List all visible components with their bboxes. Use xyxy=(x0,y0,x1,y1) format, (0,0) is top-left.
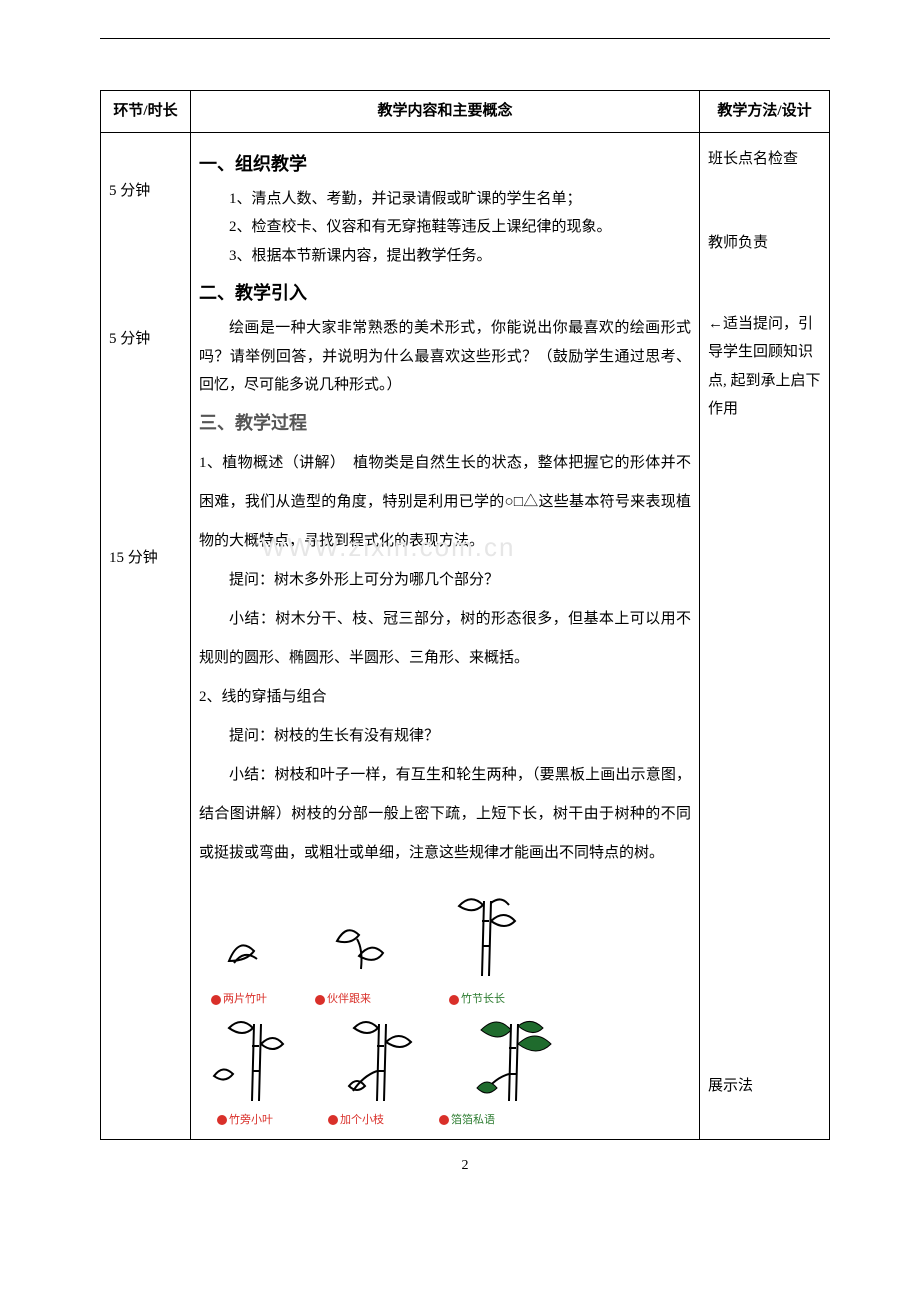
time-cell: 5 分钟 5 分钟 15 分钟 xyxy=(101,132,191,1139)
sketch-5 xyxy=(339,1016,419,1106)
method-cell: 班长点名检查 教师负责 ←适当提问，引导学生回顾知识点, 起到承上启下作用 展示… xyxy=(700,132,830,1139)
sketch-2 xyxy=(329,921,389,981)
caption-3: 竹节长长 xyxy=(449,989,505,1010)
top-rule xyxy=(100,38,830,39)
s2-para: 绘画是一种大家非常熟悉的美术形式，你能说出你最喜欢的绘画形式吗？请举例回答，并说… xyxy=(199,314,691,400)
bamboo-icon xyxy=(449,891,519,981)
leaf-icon xyxy=(219,931,269,981)
s1-line3: 3、根据本节新课内容，提出教学任务。 xyxy=(199,242,691,271)
s3-q1: 提问：树木多外形上可分为哪几个部分？ xyxy=(199,561,691,600)
bamboo-small-leaf-icon xyxy=(209,1016,289,1106)
method-2: 教师负责 xyxy=(708,229,821,258)
leaf-pair-icon xyxy=(329,921,389,981)
caption-row-1: 两片竹叶 伙伴跟来 竹节长长 xyxy=(199,987,691,1010)
sketch-4 xyxy=(209,1016,289,1106)
s3-q2: 提问：树枝的生长有没有规律？ xyxy=(199,717,691,756)
table-body-row: 5 分钟 5 分钟 15 分钟 一、组织教学 1、清点人数、考勤，并记录请假或旷… xyxy=(101,132,830,1139)
bamboo-branch-icon xyxy=(339,1016,419,1106)
table-header-row: 环节/时长 教学内容和主要概念 教学方法/设计 xyxy=(101,91,830,133)
content-cell: 一、组织教学 1、清点人数、考勤，并记录请假或旷课的学生名单； 2、检查校卡、仪… xyxy=(191,132,700,1139)
header-time: 环节/时长 xyxy=(101,91,191,133)
sketch-3 xyxy=(449,891,519,981)
section-1-title: 一、组织教学 xyxy=(199,147,691,181)
header-content: 教学内容和主要概念 xyxy=(191,91,700,133)
header-method: 教学方法/设计 xyxy=(700,91,830,133)
s3-a2: 小结：树枝和叶子一样，有互生和轮生两种，（要黑板上画出示意图，结合图讲解）树枝的… xyxy=(199,756,691,873)
s3-p1: 1、植物概述（讲解） 植物类是自然生长的状态，整体把握它的形体并不困难，我们从造… xyxy=(199,444,691,561)
dot-icon xyxy=(449,995,459,1005)
dot-icon xyxy=(328,1115,338,1125)
caption-4: 竹旁小叶 xyxy=(217,1110,273,1131)
page-number: 2 xyxy=(100,1158,830,1174)
sketch-1 xyxy=(219,931,269,981)
dot-icon xyxy=(439,1115,449,1125)
s3-p2: 2、线的穿插与组合 xyxy=(199,678,691,717)
sketch-6 xyxy=(469,1016,559,1106)
time-3: 15 分钟 xyxy=(109,544,182,573)
sketch-row-2 xyxy=(199,1016,691,1106)
method-4: 展示法 xyxy=(708,1072,821,1101)
section-2-title: 二、教学引入 xyxy=(199,276,691,310)
page: 环节/时长 教学内容和主要概念 教学方法/设计 5 分钟 5 分钟 15 分钟 … xyxy=(0,0,920,1214)
caption-6: 箔箔私语 xyxy=(439,1110,495,1131)
s1-line2: 2、检查校卡、仪容和有无穿拖鞋等违反上课纪律的现象。 xyxy=(199,213,691,242)
dot-icon xyxy=(217,1115,227,1125)
s3-a1: 小结：树木分干、枝、冠三部分，树的形态很多，但基本上可以用不规则的圆形、椭圆形、… xyxy=(199,600,691,678)
caption-row-2: 竹旁小叶 加个小枝 箔箔私语 xyxy=(199,1108,691,1131)
method-3: ←适当提问，引导学生回顾知识点, 起到承上启下作用 xyxy=(708,310,821,424)
caption-2: 伙伴跟来 xyxy=(315,989,371,1010)
dot-icon xyxy=(315,995,325,1005)
time-2: 5 分钟 xyxy=(109,325,182,354)
sketch-row-1 xyxy=(199,891,691,981)
method-1: 班长点名检查 xyxy=(708,145,821,174)
dot-icon xyxy=(211,995,221,1005)
time-1: 5 分钟 xyxy=(109,177,182,206)
bamboo-full-icon xyxy=(469,1016,559,1106)
section-3-title: 三、教学过程 xyxy=(199,406,691,440)
lesson-table: 环节/时长 教学内容和主要概念 教学方法/设计 5 分钟 5 分钟 15 分钟 … xyxy=(100,90,830,1140)
s1-line1: 1、清点人数、考勤，并记录请假或旷课的学生名单； xyxy=(199,185,691,214)
caption-5: 加个小枝 xyxy=(328,1110,384,1131)
caption-1: 两片竹叶 xyxy=(211,989,267,1010)
